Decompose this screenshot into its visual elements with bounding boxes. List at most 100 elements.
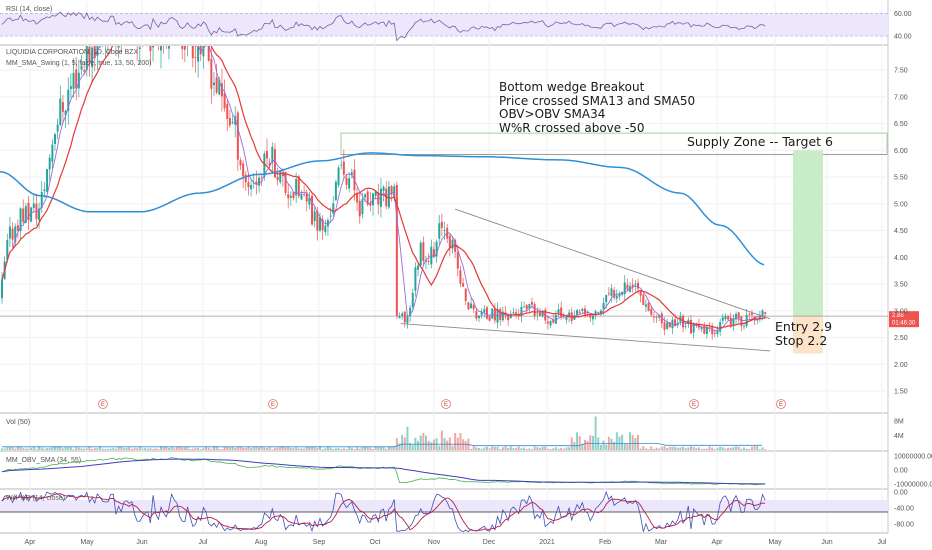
candle-body[interactable]	[536, 313, 539, 315]
volume-bar[interactable]	[401, 435, 404, 450]
volume-bar[interactable]	[374, 446, 377, 450]
volume-bar[interactable]	[173, 448, 176, 450]
candle-body[interactable]	[488, 316, 491, 321]
volume-bar[interactable]	[605, 444, 608, 450]
volume-bar[interactable]	[334, 448, 337, 450]
volume-bar[interactable]	[260, 446, 263, 450]
candle-body[interactable]	[27, 202, 30, 221]
volume-bar[interactable]	[356, 447, 359, 450]
candle-body[interactable]	[719, 322, 722, 332]
candle-body[interactable]	[321, 219, 324, 231]
volume-bar[interactable]	[711, 447, 714, 450]
volume-bar[interactable]	[644, 448, 647, 450]
candle-body[interactable]	[478, 315, 480, 319]
volume-bar[interactable]	[281, 446, 284, 450]
candle-body[interactable]	[470, 303, 473, 309]
candle-body[interactable]	[326, 220, 329, 227]
volume-bar[interactable]	[464, 441, 467, 450]
volume-bar[interactable]	[38, 446, 41, 450]
volume-bar[interactable]	[157, 448, 160, 450]
candle-body[interactable]	[467, 302, 470, 310]
candle-body[interactable]	[266, 150, 268, 159]
candle-body[interactable]	[284, 172, 287, 193]
volume-bar[interactable]	[642, 446, 645, 450]
candle-body[interactable]	[708, 326, 711, 328]
volume-bar[interactable]	[557, 448, 560, 450]
volume-bar[interactable]	[22, 448, 25, 450]
candle-body[interactable]	[637, 282, 639, 289]
volume-bar[interactable]	[46, 448, 49, 450]
candle-body[interactable]	[56, 124, 59, 132]
candle-body[interactable]	[91, 47, 94, 68]
candle-body[interactable]	[244, 174, 247, 183]
candle-body[interactable]	[440, 221, 443, 228]
candle-body[interactable]	[30, 207, 33, 222]
candle-body[interactable]	[80, 65, 83, 70]
volume-bar[interactable]	[3, 448, 6, 450]
volume-bar[interactable]	[215, 446, 218, 450]
volume-bar[interactable]	[719, 446, 722, 450]
volume-bar[interactable]	[525, 448, 528, 450]
volume-bar[interactable]	[305, 446, 308, 450]
volume-bar[interactable]	[475, 447, 478, 450]
candle-body[interactable]	[764, 312, 767, 314]
volume-bar[interactable]	[454, 433, 457, 450]
candle-body[interactable]	[40, 192, 43, 208]
candle-body[interactable]	[591, 315, 594, 320]
candle-body[interactable]	[223, 93, 226, 109]
candle-body[interactable]	[414, 267, 417, 291]
candle-body[interactable]	[149, 34, 152, 52]
candle-body[interactable]	[462, 283, 465, 287]
volume-bar[interactable]	[30, 447, 33, 450]
candle-body[interactable]	[647, 302, 650, 311]
volume-bar[interactable]	[586, 440, 589, 450]
candle-body[interactable]	[443, 230, 446, 232]
volume-bar[interactable]	[165, 446, 168, 450]
candle-body[interactable]	[281, 173, 284, 176]
volume-bar[interactable]	[250, 448, 253, 450]
volume-bar[interactable]	[565, 447, 568, 450]
volume-bar[interactable]	[544, 446, 547, 450]
volume-bar[interactable]	[207, 447, 210, 450]
candle-body[interactable]	[316, 211, 319, 231]
volume-bar[interactable]	[43, 448, 46, 450]
candle-body[interactable]	[729, 317, 732, 326]
rsi-pane[interactable]	[0, 11, 888, 42]
candle-body[interactable]	[549, 320, 552, 326]
volume-bar[interactable]	[637, 434, 639, 450]
volume-bar[interactable]	[268, 446, 271, 450]
volume-bar[interactable]	[610, 438, 613, 450]
candle-body[interactable]	[16, 225, 19, 231]
volume-bar[interactable]	[737, 446, 740, 450]
volume-bar[interactable]	[93, 448, 96, 450]
volume-bar[interactable]	[432, 439, 435, 450]
candle-body[interactable]	[456, 251, 459, 269]
candle-body[interactable]	[432, 249, 435, 257]
price-pane[interactable]: E E E E E 2.88 01:46:30	[0, 0, 919, 409]
candle-body[interactable]	[75, 69, 78, 89]
volume-bar[interactable]	[61, 448, 64, 450]
candle-body[interactable]	[24, 206, 27, 223]
candle-body[interactable]	[38, 208, 41, 221]
candle-body[interactable]	[61, 102, 64, 112]
volume-bar[interactable]	[652, 449, 655, 450]
candle-body[interactable]	[167, 28, 170, 49]
volume-bar[interactable]	[56, 446, 59, 450]
volume-bar[interactable]	[11, 447, 14, 450]
candle-body[interactable]	[581, 308, 584, 312]
candle-body[interactable]	[329, 215, 332, 217]
volume-bar[interactable]	[716, 447, 719, 450]
volume-bar[interactable]	[77, 447, 80, 450]
volume-bar[interactable]	[271, 449, 274, 450]
volume-bar[interactable]	[85, 448, 88, 450]
volume-bar[interactable]	[273, 447, 276, 450]
volume-pane[interactable]	[1, 416, 767, 450]
volume-bar[interactable]	[578, 436, 581, 450]
candle-body[interactable]	[422, 242, 425, 262]
volume-bar[interactable]	[96, 447, 99, 450]
volume-bar[interactable]	[626, 443, 629, 450]
candle-body[interactable]	[83, 70, 86, 72]
volume-bar[interactable]	[395, 438, 398, 450]
candle-body[interactable]	[560, 307, 563, 318]
volume-bar[interactable]	[141, 448, 144, 450]
